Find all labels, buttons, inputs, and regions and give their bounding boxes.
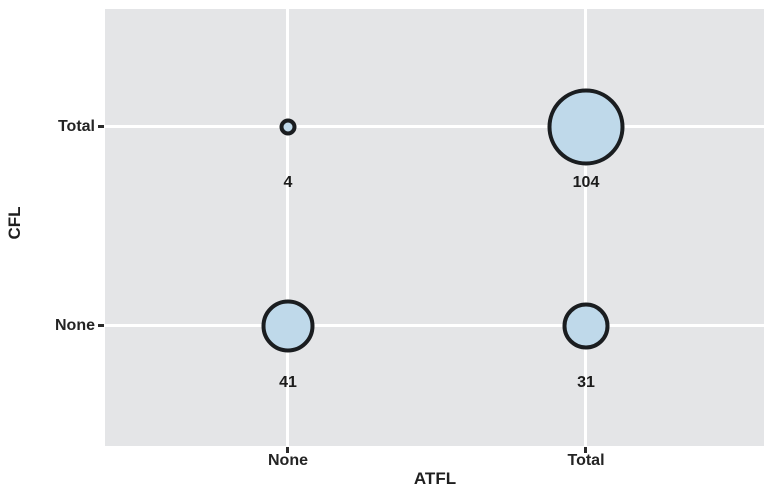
- gridline-x-total: [584, 9, 587, 446]
- x-tick-label-none: None: [268, 452, 308, 469]
- y-tick-label-none: None: [55, 317, 95, 334]
- count-label-atfl-total-cfl-total: 104: [572, 174, 600, 191]
- count-label-atfl-none-cfl-none: 41: [279, 374, 297, 391]
- bubble-atfl-none-cfl-total: [279, 118, 297, 136]
- count-label-atfl-total-cfl-none: 31: [577, 374, 595, 391]
- x-axis-title: ATFL: [413, 469, 457, 488]
- y-axis-title: CFL: [5, 206, 24, 240]
- y-tick-none: [98, 324, 104, 327]
- y-tick-total: [98, 125, 104, 128]
- count-label-atfl-none-cfl-total: 4: [283, 174, 293, 191]
- bubble-atfl-none-cfl-none: [261, 299, 315, 353]
- x-tick-none: [286, 447, 289, 453]
- y-tick-label-total: Total: [57, 118, 95, 135]
- gridline-x-none: [286, 9, 289, 446]
- plot-panel: [105, 9, 764, 446]
- x-tick-total: [584, 447, 587, 453]
- gridline-y-total: [105, 125, 764, 128]
- bubble-atfl-total-cfl-none: [562, 302, 610, 350]
- gridline-y-none: [105, 324, 764, 327]
- x-tick-label-total: Total: [567, 452, 605, 469]
- bubble-atfl-total-cfl-total: [547, 88, 625, 166]
